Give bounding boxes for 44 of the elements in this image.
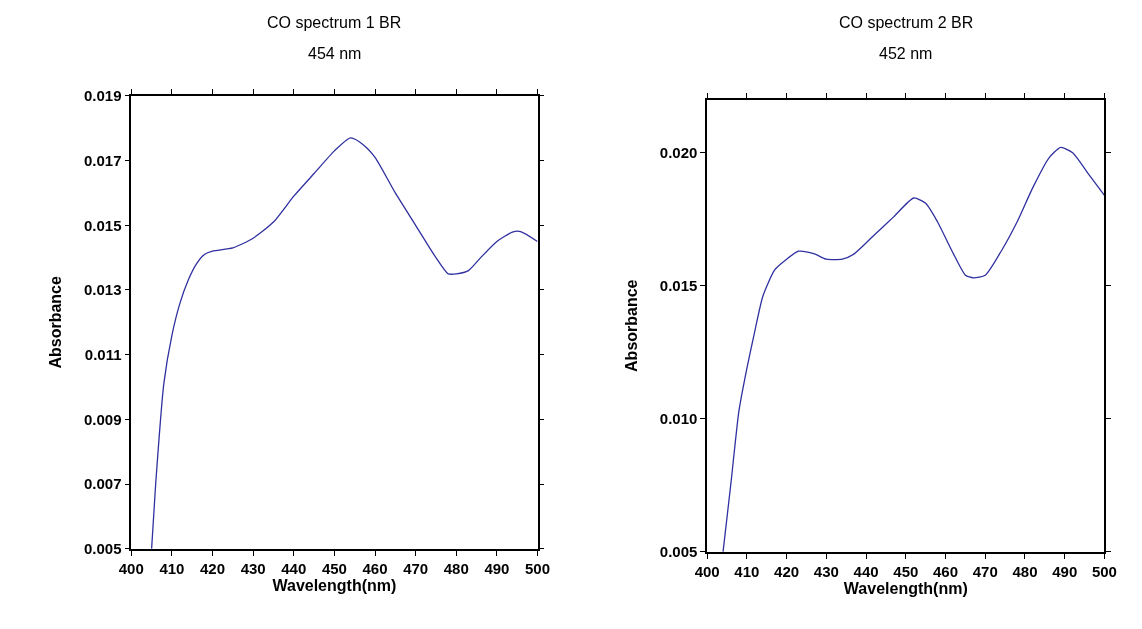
y-tick-label: 0.010 [659, 410, 698, 428]
y-tick-label: 0.005 [84, 540, 122, 558]
x-tick-label: 420 [200, 559, 226, 577]
x-tick-label: 410 [734, 562, 760, 580]
x-tick-label: 430 [813, 562, 839, 580]
y-tick-label: 0.007 [84, 475, 122, 493]
x-axis-title: Wavelength(nm) [272, 576, 397, 594]
y-tick-label: 0.013 [84, 281, 122, 299]
y-tick-label: 0.020 [659, 144, 698, 162]
line-series [150, 137, 538, 549]
x-tick-label: 460 [362, 559, 388, 577]
y-tick-label: 0.015 [659, 277, 698, 295]
x-tick-label: 470 [403, 559, 429, 577]
x-axis-title: Wavelength(nm) [843, 579, 968, 597]
x-tick-label: 480 [443, 559, 469, 577]
y-tick-label: 0.011 [84, 345, 122, 363]
y-tick-label: 0.005 [659, 543, 698, 561]
x-tick-label: 490 [484, 559, 510, 577]
x-tick-label: 500 [1091, 562, 1117, 580]
y-tick-label: 0.009 [84, 410, 122, 428]
line-series [722, 146, 1105, 552]
x-tick-label: 450 [893, 562, 919, 580]
x-tick-label: 430 [240, 559, 266, 577]
x-tick-label: 400 [118, 559, 144, 577]
x-tick-label: 400 [694, 562, 720, 580]
x-tick-label: 490 [1052, 562, 1078, 580]
x-tick-label: 480 [1012, 562, 1038, 580]
x-tick-label: 460 [933, 562, 959, 580]
x-tick-label: 450 [321, 559, 347, 577]
x-tick-label: 470 [972, 562, 998, 580]
chart-title: CO spectrum 2 BR [839, 14, 974, 31]
chart-subtitle: 452 nm [879, 45, 933, 62]
y-axis-title: Absorbance [47, 276, 65, 369]
x-tick-label: 440 [281, 559, 307, 577]
x-tick-label: 420 [774, 562, 800, 580]
x-tick-label: 440 [853, 562, 879, 580]
chart-subtitle: 454 nm [308, 45, 362, 62]
y-axis-title: Absorbance [623, 279, 641, 372]
x-tick-label: 500 [525, 559, 551, 577]
y-tick-label: 0.017 [84, 151, 122, 169]
y-tick-label: 0.019 [84, 87, 122, 105]
y-tick-label: 0.015 [84, 216, 122, 234]
x-tick-label: 410 [159, 559, 185, 577]
chart-title: CO spectrum 1 BR [267, 14, 402, 31]
